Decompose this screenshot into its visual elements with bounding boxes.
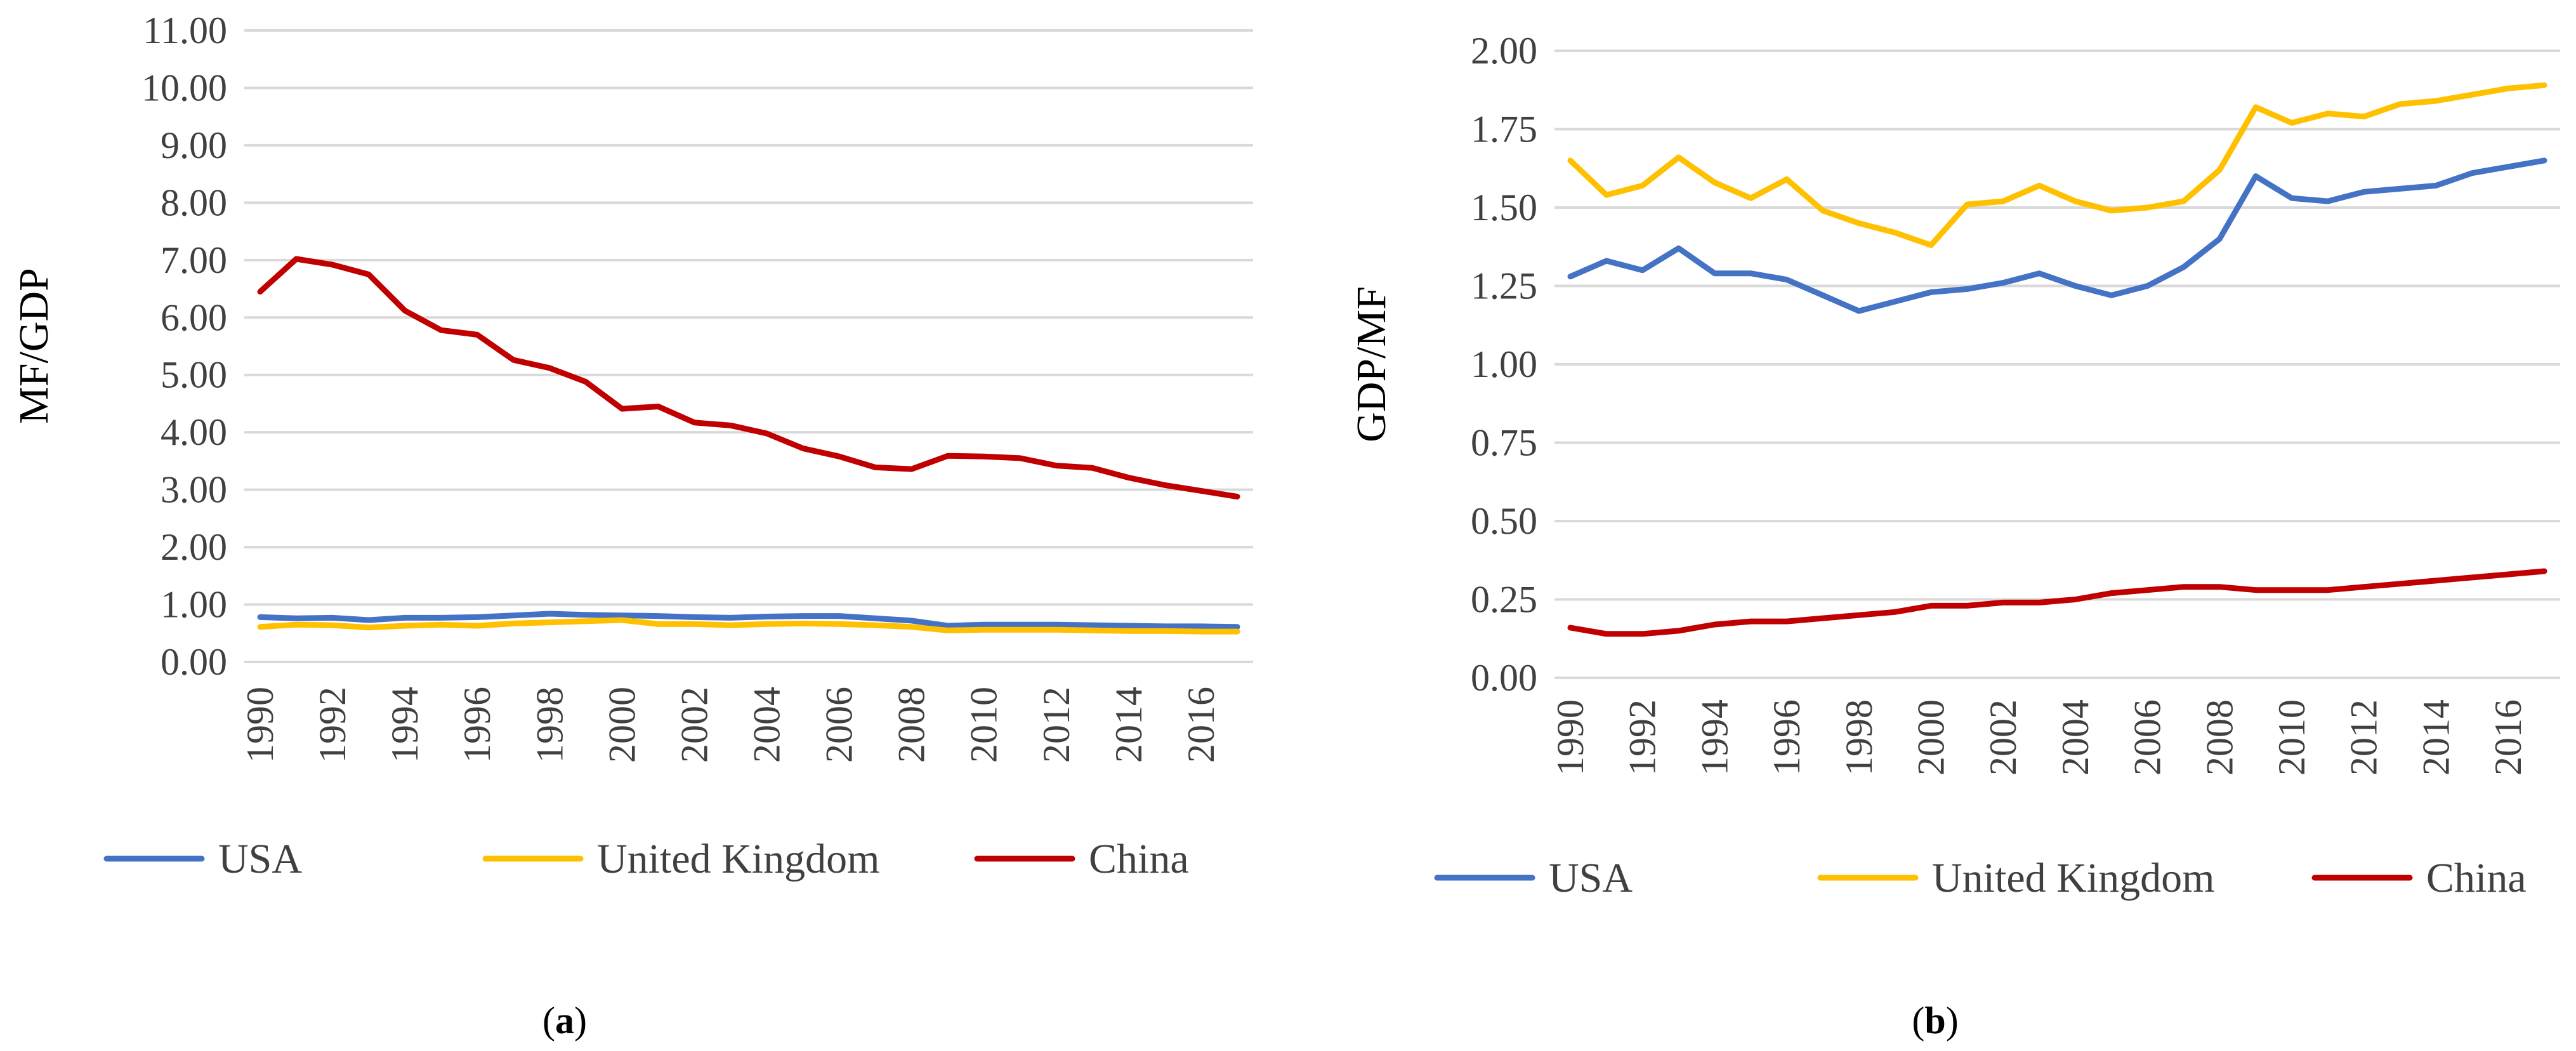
legend-label: USA <box>1549 855 1633 901</box>
x-tick-label: 2016 <box>2487 699 2529 776</box>
x-tick-label: 2012 <box>2343 699 2385 776</box>
caption-close-paren: ) <box>1946 1000 1959 1041</box>
y-axis-label: GDP/MF <box>1348 286 1395 442</box>
x-tick-label: 2000 <box>1910 699 1952 776</box>
x-tick-label: 2010 <box>963 687 1005 763</box>
x-tick-label: 2002 <box>673 687 715 763</box>
x-tick-label: 2010 <box>2271 699 2313 776</box>
y-tick-label: 1.00 <box>161 584 227 626</box>
x-tick-label: 2006 <box>2127 699 2169 776</box>
x-tick-label: 2006 <box>818 687 860 763</box>
y-tick-label: 8.00 <box>161 182 227 223</box>
series-line-united-kingdom <box>1567 82 2547 248</box>
legend-label: United Kingdom <box>597 836 879 882</box>
y-tick-label: 6.00 <box>161 296 227 338</box>
caption-close-paren: ) <box>574 1000 587 1041</box>
series-line-usa <box>257 611 1240 630</box>
y-tick-label: 2.00 <box>161 526 227 568</box>
x-tick-label: 1992 <box>1622 699 1664 776</box>
y-tick-label: 1.75 <box>1471 109 1537 150</box>
legend-label: China <box>2426 855 2527 901</box>
y-tick-label: 0.50 <box>1471 500 1537 542</box>
y-tick-label: 5.00 <box>161 354 227 396</box>
y-tick-label: 0.00 <box>161 641 227 683</box>
x-tick-label: 1992 <box>312 687 353 763</box>
x-tick-label: 1990 <box>239 687 281 763</box>
y-axis-label: MF/GDP <box>11 268 57 424</box>
x-tick-label: 2008 <box>2198 699 2240 776</box>
chart-panel-a: 0.00 1.00 2.00 3.00 4.00 5.00 6.00 7.00 8.00 9.00… <box>11 10 1253 1041</box>
y-tick-label: 11.00 <box>143 10 227 51</box>
y-tick-label: 0.75 <box>1471 422 1537 464</box>
panel-caption: (b) <box>1912 1000 1958 1041</box>
x-tick-label: 2012 <box>1035 687 1077 763</box>
y-tick-label: 1.25 <box>1471 265 1537 307</box>
y-tick-label: 2.00 <box>1471 30 1537 72</box>
legend-label: China <box>1089 836 1189 882</box>
y-tick-label: 9.00 <box>161 124 227 166</box>
y-tick-label: 1.00 <box>1471 343 1537 385</box>
x-tick-label: 1998 <box>529 687 570 763</box>
x-tick-label: 1996 <box>456 687 498 763</box>
y-tick-label: 4.00 <box>161 411 227 453</box>
y-tick-label: 0.25 <box>1471 579 1537 621</box>
panel-caption: (a) <box>542 1000 587 1041</box>
caption-letter: a <box>555 1000 574 1041</box>
series-line-usa <box>1567 157 2547 314</box>
legend-label: United Kingdom <box>1932 855 2214 901</box>
y-tick-label: 1.50 <box>1471 187 1537 228</box>
x-tick-label: 2014 <box>2415 699 2457 776</box>
chart-panel-b: 0.00 0.25 0.50 0.75 1.00 1.25 1.50 1.75 2.00 1990… <box>1348 30 2560 1041</box>
x-tick-label: 1998 <box>1838 699 1880 776</box>
x-tick-label: 1996 <box>1766 699 1808 776</box>
series-line-china <box>1567 568 2547 637</box>
y-tick-label: 7.00 <box>161 239 227 281</box>
x-tick-label: 2008 <box>891 687 933 763</box>
x-tick-label: 2000 <box>601 687 643 763</box>
x-tick-label: 1994 <box>384 687 426 763</box>
x-tick-label: 2004 <box>746 687 788 763</box>
caption-open-paren: ( <box>542 1000 555 1041</box>
x-tick-label: 1990 <box>1549 699 1591 776</box>
y-tick-label: 10.00 <box>141 67 227 109</box>
x-tick-label: 2002 <box>1982 699 2024 776</box>
y-tick-label: 3.00 <box>161 469 227 511</box>
x-tick-label: 2014 <box>1108 687 1150 763</box>
caption-letter: b <box>1924 1000 1945 1041</box>
series-line-china <box>257 256 1240 499</box>
x-tick-label: 2004 <box>2054 699 2096 776</box>
y-tick-label: 0.00 <box>1471 657 1537 699</box>
x-tick-label: 2016 <box>1180 687 1222 763</box>
x-tick-label: 1994 <box>1693 699 1735 776</box>
legend-label: USA <box>218 836 302 882</box>
series-line-united-kingdom <box>257 617 1240 635</box>
caption-open-paren: ( <box>1912 1000 1924 1041</box>
